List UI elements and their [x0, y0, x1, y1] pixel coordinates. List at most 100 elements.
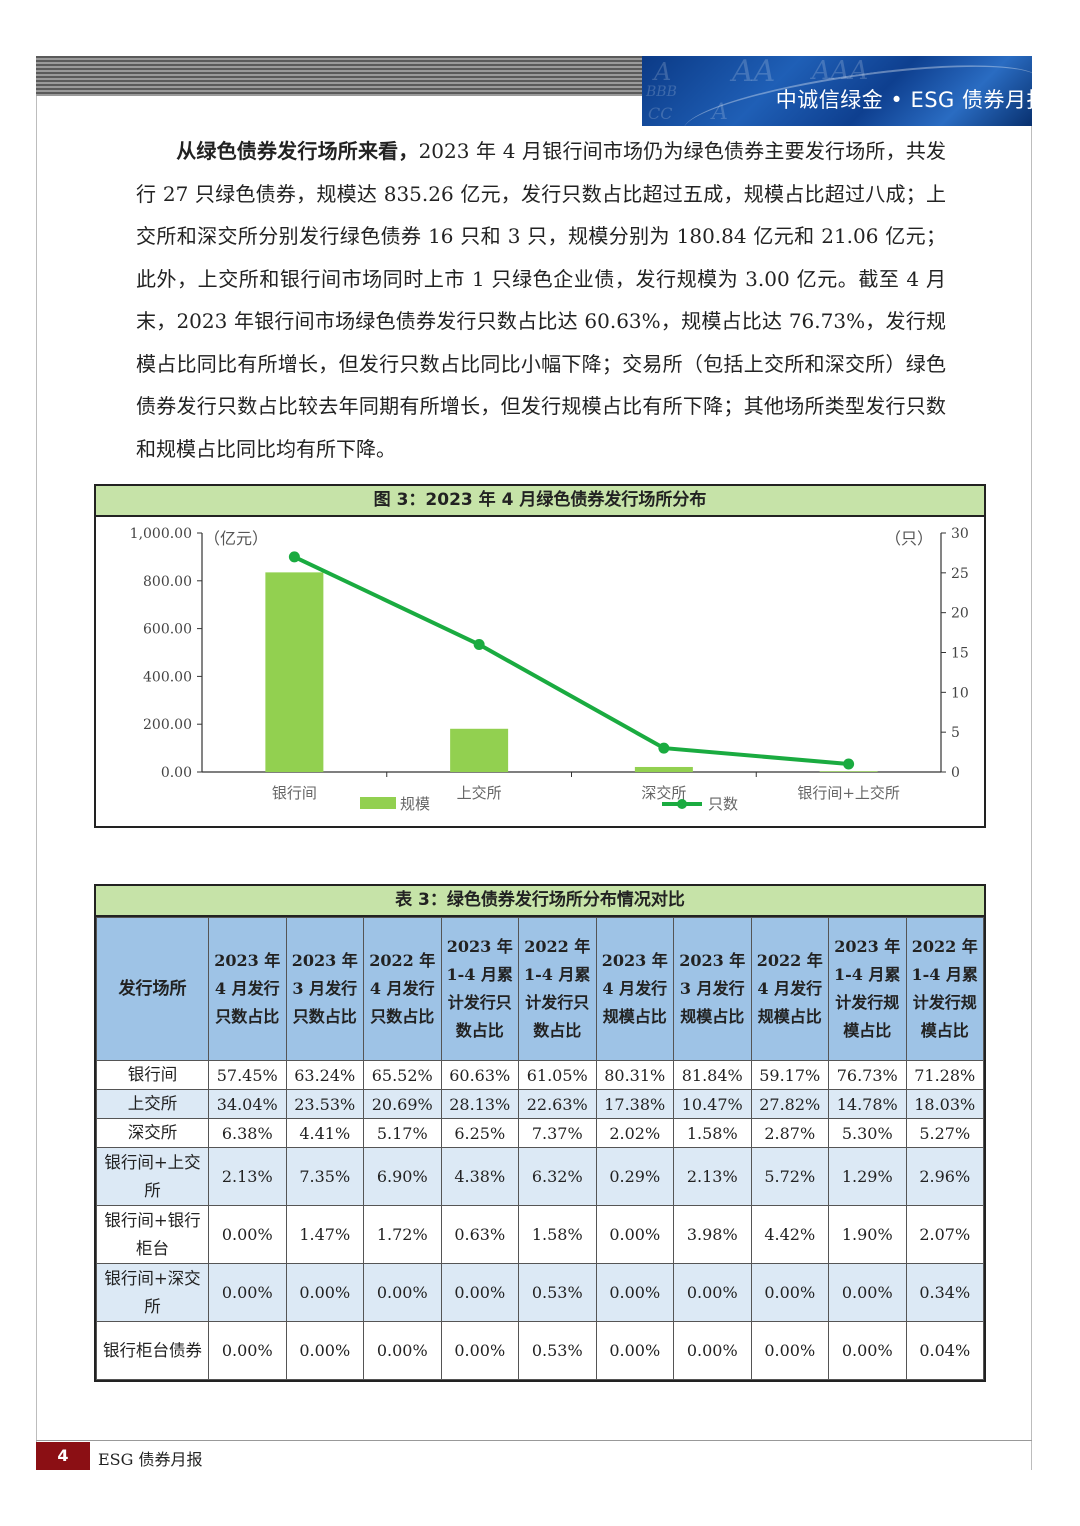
- value-cell: 0.00%: [363, 1263, 442, 1322]
- venue-table: 发行场所 2023 年 4 月发行只数占比 2023 年 3 月发行只数占比 2…: [96, 917, 984, 1380]
- value-cell: 57.45%: [208, 1060, 287, 1090]
- value-cell: 5.30%: [828, 1118, 907, 1148]
- x-tick-label: 银行间+上交所: [797, 784, 900, 802]
- bar-scale: [450, 728, 509, 772]
- left-tick-label: 0.00: [161, 765, 192, 781]
- value-cell: 34.04%: [208, 1089, 287, 1119]
- value-cell: 0.00%: [673, 1321, 752, 1380]
- value-cell: 59.17%: [750, 1060, 829, 1090]
- table-row: 银行间+上交所 2.13% 7.35% 6.90% 4.38% 6.32% 0.29% 2.1…: [96, 1147, 984, 1206]
- header-cell: 2022 年 1-4 月累计发行只数占比: [518, 917, 597, 1061]
- header-cell: 2023 年 1-4 月累计发行规模占比: [828, 917, 907, 1061]
- value-cell: 0.00%: [595, 1263, 674, 1322]
- figure-title: 图 3：2023 年 4 月绿色债券发行场所分布: [96, 486, 984, 517]
- table-row: 银行柜台债券 0.00% 0.00% 0.00% 0.00% 0.53% 0.00% 0.00…: [96, 1321, 984, 1380]
- value-cell: 0.00%: [208, 1205, 287, 1264]
- value-cell: 0.00%: [595, 1205, 674, 1264]
- venue-cell: 银行间+深交所: [96, 1263, 209, 1322]
- value-cell: 0.00%: [285, 1263, 364, 1322]
- right-tick-label: 20: [951, 606, 969, 622]
- value-cell: 6.25%: [440, 1118, 519, 1148]
- value-cell: 0.00%: [440, 1263, 519, 1322]
- value-cell: 27.82%: [750, 1089, 829, 1119]
- value-cell: 3.98%: [673, 1205, 752, 1264]
- value-cell: 1.29%: [828, 1147, 907, 1206]
- right-tick-label: 5: [951, 725, 960, 741]
- value-cell: 0.00%: [208, 1321, 287, 1380]
- value-cell: 4.41%: [285, 1118, 364, 1148]
- value-cell: 0.00%: [285, 1321, 364, 1380]
- value-cell: 65.52%: [363, 1060, 442, 1090]
- legend-label-line: 只数: [708, 795, 738, 813]
- header-cell: 2023 年 3 月发行只数占比: [285, 917, 364, 1061]
- value-cell: 2.87%: [750, 1118, 829, 1148]
- right-axis-unit: （只）: [885, 529, 933, 548]
- line-point: [843, 758, 855, 770]
- banner-letters: A AA AAA BBB CC A: [646, 56, 869, 125]
- value-cell: 18.03%: [905, 1089, 984, 1119]
- value-cell: 0.00%: [828, 1263, 907, 1322]
- value-cell: 2.13%: [208, 1147, 287, 1206]
- value-cell: 0.53%: [518, 1263, 597, 1322]
- left-tick-label: 200.00: [143, 717, 192, 733]
- header-cell: 2022 年 1-4 月累计发行规模占比: [905, 917, 984, 1061]
- value-cell: 22.63%: [518, 1089, 597, 1119]
- value-cell: 80.31%: [595, 1060, 674, 1090]
- value-cell: 2.13%: [673, 1147, 752, 1206]
- body-paragraph: 从绿色债券发行场所来看，2023 年 4 月银行间市场仍为绿色债券主要发行场所，…: [136, 130, 946, 470]
- venue-cell: 银行柜台债券: [96, 1321, 209, 1380]
- value-cell: 1.47%: [285, 1205, 364, 1264]
- table-row: 银行间+深交所 0.00% 0.00% 0.00% 0.00% 0.53% 0.00% 0.0…: [96, 1263, 984, 1322]
- venue-chart: 0.00 200.00 400.00 600.00 800.00 1,000.00 0 5 10…: [130, 526, 969, 813]
- venue-cell: 深交所: [96, 1118, 209, 1148]
- value-cell: 60.63%: [440, 1060, 519, 1090]
- value-cell: 6.38%: [208, 1118, 287, 1148]
- value-cell: 28.13%: [440, 1089, 519, 1119]
- value-cell: 0.00%: [673, 1263, 752, 1322]
- right-tick-label: 10: [951, 685, 969, 701]
- line-count: [293, 555, 849, 767]
- value-cell: 0.00%: [595, 1321, 674, 1380]
- value-cell: 7.37%: [518, 1118, 597, 1148]
- venue-cell: 银行间+银行柜台: [96, 1205, 209, 1264]
- left-tick-label: 1,000.00: [130, 526, 192, 542]
- venue-cell: 银行间+上交所: [96, 1147, 209, 1206]
- value-cell: 0.00%: [750, 1321, 829, 1380]
- header-cell: 2022 年 4 月发行规模占比: [750, 917, 829, 1061]
- value-cell: 0.29%: [595, 1147, 674, 1206]
- right-tick-label: 15: [951, 646, 969, 662]
- left-tick-label: 600.00: [143, 622, 192, 638]
- value-cell: 2.02%: [595, 1118, 674, 1148]
- figure-box: 图 3：2023 年 4 月绿色债券发行场所分布 0.00 200.00 400.0…: [94, 484, 986, 828]
- value-cell: 0.34%: [905, 1263, 984, 1322]
- value-cell: 0.00%: [208, 1263, 287, 1322]
- legend-swatch-point: [677, 799, 687, 809]
- bar-scale: [634, 766, 693, 772]
- x-tick-label: 银行间: [272, 784, 317, 802]
- value-cell: 1.58%: [673, 1118, 752, 1148]
- value-cell: 0.00%: [440, 1321, 519, 1380]
- value-cell: 14.78%: [828, 1089, 907, 1119]
- x-tick-label: 上交所: [457, 784, 502, 802]
- legend-swatch-bar: [360, 797, 396, 809]
- header-cell: 2023 年 4 月发行规模占比: [595, 917, 674, 1061]
- right-tick-label: 25: [951, 566, 969, 582]
- table-header-row: 发行场所 2023 年 4 月发行只数占比 2023 年 3 月发行只数占比 2…: [96, 917, 984, 1061]
- bar-scale: [265, 572, 324, 772]
- header-cell: 2023 年 3 月发行规模占比: [673, 917, 752, 1061]
- header-cell: 发行场所: [96, 917, 209, 1061]
- left-tick-label: 800.00: [143, 574, 192, 590]
- x-tick-label: 深交所: [641, 784, 686, 802]
- table-row: 银行间 57.45% 63.24% 65.52% 60.63% 61.05% 80.31% 8…: [96, 1060, 984, 1090]
- value-cell: 5.27%: [905, 1118, 984, 1148]
- page-number: 4: [36, 1442, 90, 1470]
- line-point: [658, 742, 670, 754]
- value-cell: 0.53%: [518, 1321, 597, 1380]
- value-cell: 1.90%: [828, 1205, 907, 1264]
- value-cell: 2.96%: [905, 1147, 984, 1206]
- value-cell: 5.17%: [363, 1118, 442, 1148]
- paragraph-body: 2023 年 4 月银行间市场仍为绿色债券主要发行场所，共发行 27 只绿色债券…: [136, 139, 947, 461]
- bar-scale: [819, 771, 878, 772]
- value-cell: 0.63%: [440, 1205, 519, 1264]
- right-tick-label: 0: [951, 765, 960, 781]
